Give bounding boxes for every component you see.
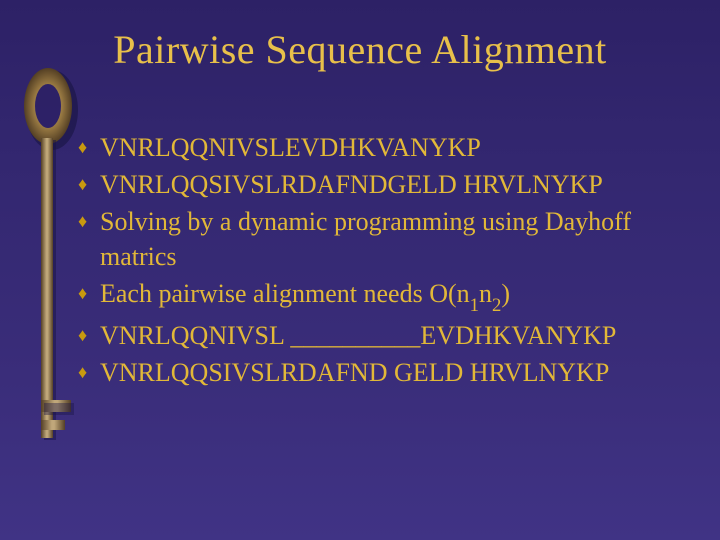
subscript: 1	[470, 295, 479, 316]
subscript: 2	[492, 295, 501, 316]
bullet-text: VNRLQQNIVSLEVDHKVANYKP	[100, 130, 710, 165]
bullet-text-fragment: n	[479, 279, 492, 308]
page-title: Pairwise Sequence Alignment	[0, 26, 720, 73]
bullet-text: Solving by a dynamic programming using D…	[100, 204, 710, 274]
bullet-text-fragment: Each pairwise alignment needs O(n	[100, 279, 470, 308]
diamond-bullet-icon: ♦	[78, 355, 100, 389]
list-item: ♦ VNRLQQNIVSLEVDHKVANYKP	[78, 130, 710, 165]
bullet-list: ♦ VNRLQQNIVSLEVDHKVANYKP ♦ VNRLQQSIVSLRD…	[78, 130, 710, 392]
diamond-bullet-icon: ♦	[78, 276, 100, 310]
bullet-text: VNRLQQSIVSLRDAFND GELD HRVLNYKP	[100, 355, 710, 390]
list-item: ♦ VNRLQQNIVSL __________EVDHKVANYKP	[78, 318, 710, 353]
list-item: ♦ VNRLQQSIVSLRDAFNDGELD HRVLNYKP	[78, 167, 710, 202]
diamond-bullet-icon: ♦	[78, 318, 100, 352]
key-graphic	[18, 60, 78, 480]
bullet-text: Each pairwise alignment needs O(n1n2)	[100, 276, 710, 315]
list-item: ♦ Solving by a dynamic programming using…	[78, 204, 710, 274]
bullet-text-fragment: )	[501, 279, 510, 308]
diamond-bullet-icon: ♦	[78, 167, 100, 201]
diamond-bullet-icon: ♦	[78, 204, 100, 238]
list-item: ♦ VNRLQQSIVSLRDAFND GELD HRVLNYKP	[78, 355, 710, 390]
bullet-text: VNRLQQSIVSLRDAFNDGELD HRVLNYKP	[100, 167, 710, 202]
diamond-bullet-icon: ♦	[78, 130, 100, 164]
list-item: ♦ Each pairwise alignment needs O(n1n2)	[78, 276, 710, 315]
bullet-text: VNRLQQNIVSL __________EVDHKVANYKP	[100, 318, 710, 353]
